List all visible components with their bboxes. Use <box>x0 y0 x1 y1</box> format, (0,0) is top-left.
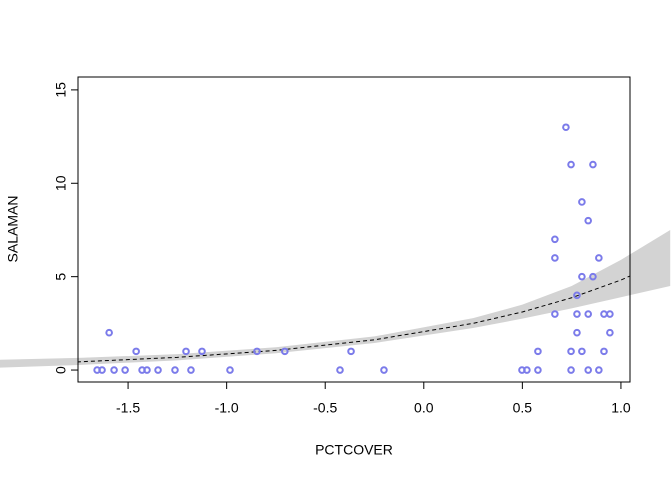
point <box>171 366 179 374</box>
y-tick-label: 10 <box>53 175 69 191</box>
point <box>336 366 344 374</box>
point <box>187 366 195 374</box>
point <box>182 347 190 356</box>
plot-frame <box>77 76 631 383</box>
point <box>567 160 575 169</box>
point <box>578 198 586 206</box>
y-tick-label: 0 <box>53 366 69 374</box>
point <box>523 366 531 374</box>
point <box>606 328 614 337</box>
x-tick-label: 0.5 <box>513 400 533 416</box>
point <box>600 310 608 318</box>
point <box>380 366 388 374</box>
point <box>110 366 118 374</box>
point <box>567 347 575 356</box>
fit-line <box>78 275 630 363</box>
point <box>584 216 593 225</box>
point <box>551 235 559 244</box>
y-axis-label: SALAMAN <box>5 196 21 263</box>
point <box>551 254 559 262</box>
point <box>562 123 570 132</box>
point <box>98 366 106 374</box>
point <box>573 291 581 300</box>
point <box>578 272 586 281</box>
point <box>589 272 597 281</box>
x-tick-label: 0.0 <box>414 400 434 416</box>
point <box>253 347 261 356</box>
y-tick-label: 15 <box>53 82 69 98</box>
point <box>198 347 206 356</box>
plot-layer <box>78 275 630 363</box>
point <box>584 310 593 318</box>
point <box>589 160 597 169</box>
y-tick-label: 5 <box>53 273 69 281</box>
point <box>578 347 586 356</box>
point <box>551 310 559 318</box>
point <box>567 366 575 374</box>
point <box>121 366 129 374</box>
point <box>281 347 289 356</box>
point <box>143 366 151 374</box>
point <box>347 347 355 356</box>
x-tick-label: -0.5 <box>313 400 337 416</box>
point <box>573 328 581 337</box>
x-axis-label: PCTCOVER <box>315 442 393 458</box>
point <box>132 347 140 356</box>
point <box>595 254 603 262</box>
point <box>584 366 593 374</box>
point <box>226 366 234 374</box>
x-tick-label: -1.0 <box>215 400 239 416</box>
point <box>606 310 614 318</box>
point <box>600 347 608 356</box>
point <box>105 328 113 337</box>
point <box>154 366 162 374</box>
x-tick-label: -1.5 <box>116 400 140 416</box>
point <box>595 366 603 374</box>
point <box>534 366 542 374</box>
x-tick-label: 1.0 <box>611 400 631 416</box>
point <box>573 310 581 318</box>
point <box>534 347 542 356</box>
